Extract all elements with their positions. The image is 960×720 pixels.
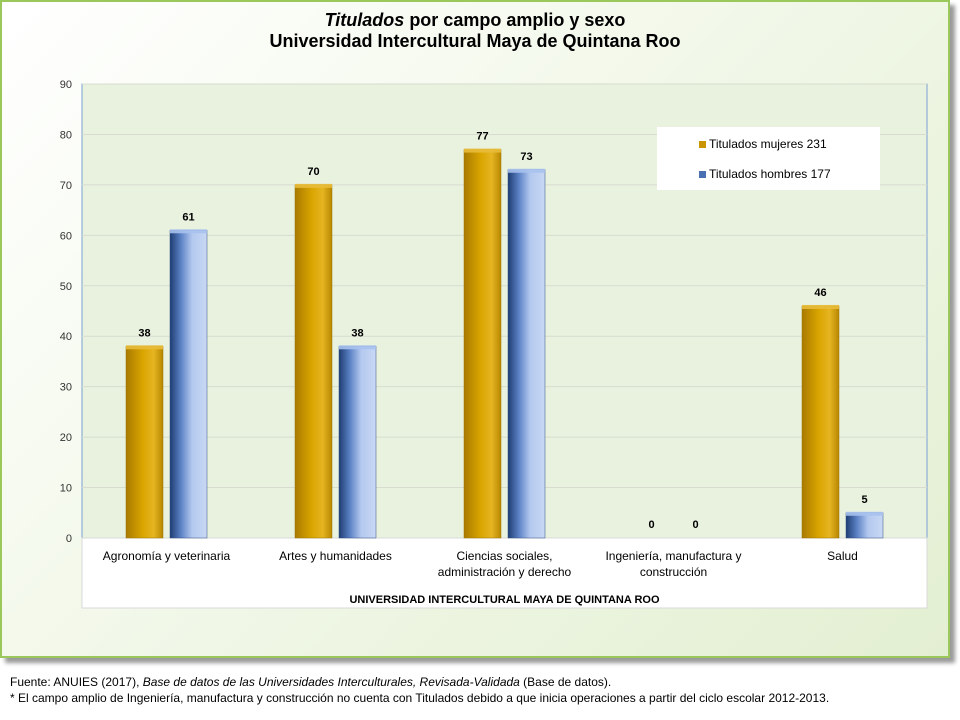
bar-hombres [507,169,546,539]
data-label-mujeres: 77 [476,131,488,143]
y-tick-label: 50 [60,281,72,293]
x-axis-title: UNIVERSIDAD INTERCULTURAL MAYA DE QUINTA… [349,594,659,606]
bar-hombres [338,346,377,539]
data-label-hombres: 0 [692,519,698,531]
chart-title: Titulados por campo amplio y sexo Univer… [0,10,950,52]
source-title: Base de datos de las Universidades Inter… [142,675,520,689]
category-label: Ciencias sociales, [456,549,552,563]
legend-swatch-hombres [699,170,706,178]
y-tick-label: 70 [60,180,72,192]
data-label-hombres: 38 [351,327,363,339]
category-label: administración y derecho [438,565,572,579]
category-label: Artes y humanidades [279,549,392,563]
bar-cap-hombres [339,345,376,350]
data-label-mujeres: 38 [138,327,150,339]
source-suffix: (Base de datos). [519,675,612,689]
footer: Fuente: ANUIES (2017), Base de datos de … [10,674,955,706]
bar-cap-hombres [170,229,207,234]
legend-swatch-mujeres [699,140,706,148]
bar-mujeres [294,184,333,539]
bar-mujeres [463,149,502,539]
bar-mujeres [125,346,164,539]
bar-cap-hombres [508,168,545,173]
title-italic-word: Titulados [324,10,405,30]
data-label-mujeres: 46 [814,287,826,299]
category-label: Ingeniería, manufactura y [605,549,741,563]
data-label-hombres: 61 [182,211,194,223]
source-note: Fuente: ANUIES (2017), Base de datos de … [10,674,955,690]
title-line-1: Titulados por campo amplio y sexo [0,10,950,31]
legend-item-mujeres: Titulados mujeres 231 [699,137,827,151]
y-tick-label: 80 [60,129,72,141]
data-label-hombres: 5 [861,494,867,506]
category-label: Salud [827,549,858,563]
y-tick-label: 0 [66,533,72,545]
y-tick-label: 40 [60,331,72,343]
y-tick-label: 90 [60,79,72,91]
data-label-mujeres: 0 [648,519,654,531]
legend-label-hombres: Titulados hombres 177 [709,167,831,181]
source-prefix: Fuente: ANUIES (2017), [10,675,143,689]
category-label: Agronomía y veterinaria [103,549,231,563]
category-axis-box [81,537,928,609]
title-line-2: Universidad Intercultural Maya de Quinta… [269,31,681,51]
data-label-mujeres: 70 [307,166,319,178]
bar-hombres [845,512,884,539]
bar-cap-mujeres [126,345,163,350]
title-line-1-rest: por campo amplio y sexo [404,10,626,30]
bar-cap-mujeres [295,183,332,188]
bar-hombres [169,230,208,539]
bar-cap-mujeres [464,148,501,153]
y-tick-label: 30 [60,382,72,394]
y-tick-label: 20 [60,432,72,444]
legend: Titulados mujeres 231 Titulados hombres … [657,127,880,190]
y-tick-label: 10 [60,483,72,495]
y-tick-label: 60 [60,230,72,242]
bar-cap-mujeres [802,304,839,309]
legend-item-hombres: Titulados hombres 177 [699,167,831,181]
footnote: * El campo amplio de Ingeniería, manufac… [10,691,830,705]
data-label-hombres: 73 [520,151,532,163]
bar-mujeres [801,305,840,539]
legend-label-mujeres: Titulados mujeres 231 [709,137,827,151]
bar-cap-hombres [846,511,883,516]
category-label: construcción [640,565,707,579]
